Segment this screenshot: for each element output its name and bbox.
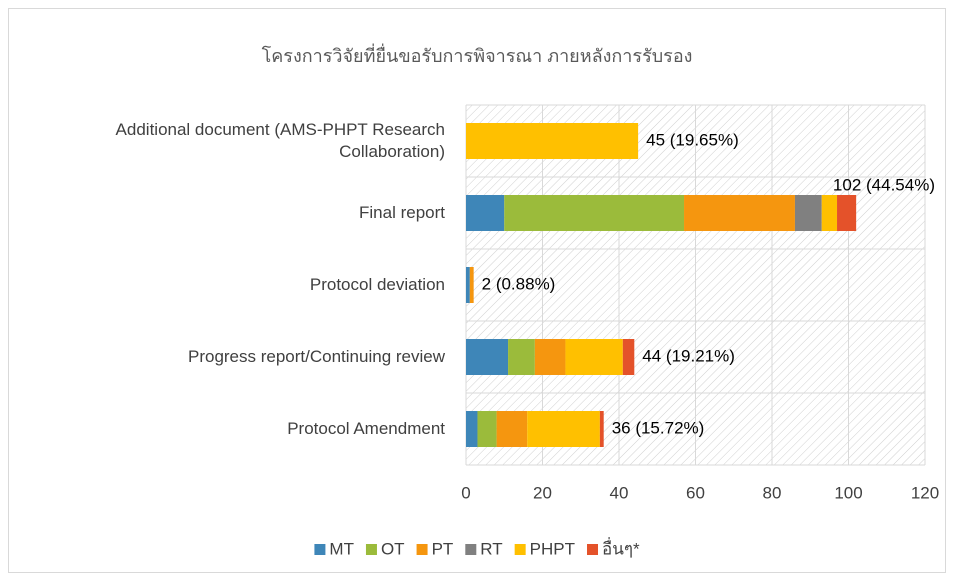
- bar-segment: [527, 411, 600, 447]
- bar-segment: [794, 195, 822, 231]
- bar-segment: [466, 195, 505, 231]
- x-tick-label: 100: [834, 483, 862, 502]
- bar-segment: [469, 267, 474, 303]
- total-label: 2 (0.88%): [482, 274, 556, 293]
- bar-segment: [477, 411, 497, 447]
- bar-segment: [466, 411, 478, 447]
- category-label: Additional document (AMS-PHPT Research C…: [115, 120, 445, 161]
- legend-swatch: [314, 544, 326, 555]
- total-label: 36 (15.72%): [612, 418, 705, 437]
- bar-segment: [466, 267, 470, 303]
- bar-segment: [496, 411, 528, 447]
- x-tick-label: 60: [686, 483, 705, 502]
- bar-segment: [504, 195, 685, 231]
- category-label: Protocol deviation: [309, 275, 445, 294]
- legend-label: PT: [432, 539, 454, 558]
- legend-label: อื่นๆ*: [602, 536, 640, 558]
- x-tick-label: 80: [763, 483, 782, 502]
- x-tick-label: 40: [610, 483, 629, 502]
- bar-segment: [622, 339, 635, 375]
- x-tick-label: 0: [461, 483, 470, 502]
- total-label: 102 (44.54%): [833, 175, 935, 194]
- legend-label: RT: [480, 539, 502, 558]
- bar-segment: [599, 411, 604, 447]
- legend-swatch: [514, 544, 526, 555]
- bar-segment: [837, 195, 857, 231]
- chart-title: โครงการวิจัยที่ยื่นขอรับการพิจารณา ภายหล…: [262, 43, 693, 66]
- legend-label: OT: [381, 539, 405, 558]
- x-tick-label: 20: [533, 483, 552, 502]
- bar-segment: [821, 195, 838, 231]
- category-label: Protocol Amendment: [287, 419, 445, 438]
- x-tick-label: 120: [911, 483, 939, 502]
- bar-segment: [466, 123, 639, 159]
- bar-segment: [534, 339, 566, 375]
- legend-swatch: [465, 544, 477, 555]
- bar-segment: [684, 195, 795, 231]
- bar-segment: [466, 339, 509, 375]
- category-label: Progress report/Continuing review: [187, 347, 445, 366]
- bar-segment: [565, 339, 623, 375]
- legend-label: MT: [329, 539, 354, 558]
- bar-segment: [508, 339, 535, 375]
- total-label: 44 (19.21%): [642, 346, 735, 365]
- legend-label: PHPT: [530, 539, 575, 558]
- legend-swatch: [416, 544, 428, 555]
- legend-swatch: [365, 544, 377, 555]
- category-label: Final report: [359, 203, 445, 222]
- legend-swatch: [587, 544, 599, 555]
- total-label: 45 (19.65%): [646, 130, 739, 149]
